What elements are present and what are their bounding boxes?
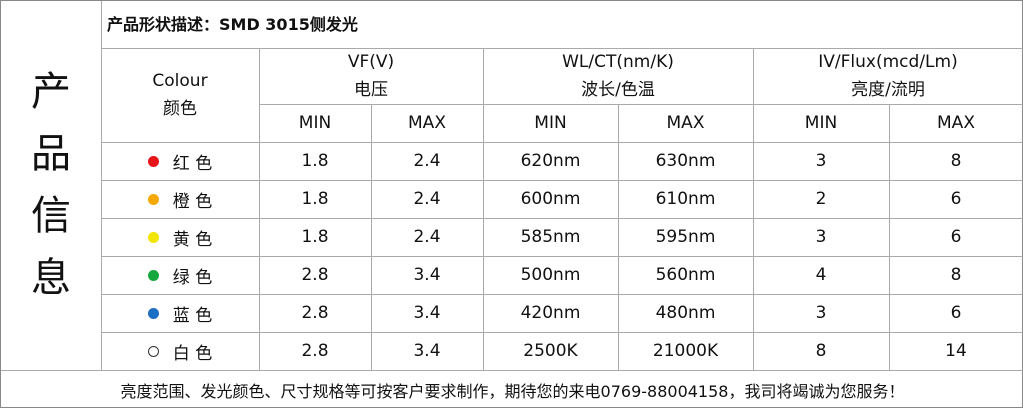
- subheader: MIN: [804, 113, 838, 133]
- data-cell: 2.8: [301, 341, 329, 361]
- colour-cell: 蓝 色: [101, 294, 259, 332]
- data-cell: 3.4: [413, 303, 441, 323]
- data-cell: 3.4: [413, 341, 441, 361]
- data-cell: 1.8: [301, 227, 329, 247]
- data-cell: 595nm: [655, 227, 716, 247]
- data-cell: 3: [815, 303, 827, 323]
- subheader: MAX: [408, 113, 446, 133]
- colour-cell: 黄 色: [101, 218, 259, 256]
- rule: [259, 48, 260, 370]
- data-cell: 6: [950, 227, 962, 247]
- rule: [1, 370, 1023, 371]
- data-cell: 630nm: [655, 151, 716, 171]
- data-cell: 3: [815, 227, 827, 247]
- data-cell: 3: [815, 151, 827, 171]
- data-cell: 420nm: [520, 303, 581, 323]
- data-cell: 8: [950, 265, 962, 285]
- colour-name: 红 色: [172, 153, 213, 174]
- data-cell: 480nm: [655, 303, 716, 323]
- column-header: Colour 颜色: [101, 48, 259, 142]
- data-cell: 610nm: [655, 189, 716, 209]
- rule: [101, 256, 1023, 257]
- rule: [371, 104, 372, 370]
- column-header: IV/Flux(mcd/Lm) 亮度/流明: [753, 48, 1023, 104]
- data-cell: 2: [815, 189, 827, 209]
- data-cell: 4: [815, 265, 827, 285]
- data-cell: 6: [950, 303, 962, 323]
- data-cell: 2.8: [301, 265, 329, 285]
- column-header: VF(V) 电压: [259, 48, 483, 104]
- rule: [101, 180, 1023, 181]
- rule: [101, 294, 1023, 295]
- colour-cell: 红 色: [101, 142, 259, 180]
- subheader: MIN: [298, 113, 332, 133]
- data-cell: 560nm: [655, 265, 716, 285]
- header-zh: 颜色: [163, 99, 197, 119]
- title: 产品形状描述：SMD 3015侧发光: [107, 15, 358, 34]
- data-cell: 620nm: [520, 151, 581, 171]
- rule: [618, 104, 619, 370]
- data-cell: 2.4: [413, 189, 441, 209]
- header-zh: 亮度/流明: [851, 80, 925, 100]
- data-cell: 2.4: [413, 227, 441, 247]
- rule: [259, 104, 1023, 105]
- colour-name: 白 色: [172, 343, 213, 364]
- rule: [101, 1, 102, 370]
- colour-name: 蓝 色: [172, 305, 213, 326]
- data-cell: 14: [945, 341, 967, 361]
- colour-cell: 橙 色: [101, 180, 259, 218]
- rule: [101, 332, 1023, 333]
- header-en: VF(V): [347, 52, 395, 72]
- rule: [889, 104, 890, 370]
- data-cell: 8: [815, 341, 827, 361]
- colour-dot: [147, 231, 159, 243]
- colour-dot: [147, 345, 159, 357]
- colour-dot: [147, 155, 159, 167]
- header-en: Colour: [152, 71, 208, 91]
- colour-dot: [147, 269, 159, 281]
- header-en: IV/Flux(mcd/Lm): [818, 52, 958, 72]
- subheader: MAX: [666, 113, 705, 133]
- rule: [101, 48, 1023, 49]
- data-cell: 500nm: [520, 265, 581, 285]
- data-cell: 1.8: [301, 189, 329, 209]
- data-cell: 8: [950, 151, 962, 171]
- data-cell: 1.8: [301, 151, 329, 171]
- colour-cell: 绿 色: [101, 256, 259, 294]
- data-cell: 21000K: [652, 341, 719, 361]
- rule: [753, 48, 754, 370]
- data-cell: 3.4: [413, 265, 441, 285]
- colour-name: 黄 色: [172, 229, 213, 250]
- header-zh: 电压: [354, 80, 388, 100]
- colour-name: 绿 色: [172, 267, 213, 288]
- side-label: 产品信息: [31, 69, 71, 301]
- data-cell: 600nm: [520, 189, 581, 209]
- colour-dot: [147, 307, 159, 319]
- data-cell: 6: [950, 189, 962, 209]
- colour-cell: 白 色: [101, 332, 259, 370]
- subheader: MAX: [937, 113, 975, 133]
- data-cell: 585nm: [520, 227, 581, 247]
- header-en: WL/CT(nm/K): [562, 52, 674, 72]
- footer: 亮度范围、发光颜色、尺寸规格等可按客户要求制作，期待您的来电0769-88004…: [120, 381, 905, 401]
- rule: [101, 218, 1023, 219]
- data-cell: 2500K: [523, 341, 578, 361]
- colour-dot: [147, 193, 159, 205]
- rule: [101, 142, 1023, 143]
- data-cell: 2.4: [413, 151, 441, 171]
- data-cell: 2.8: [301, 303, 329, 323]
- subheader: MIN: [534, 113, 567, 133]
- header-zh: 波长/色温: [581, 80, 655, 100]
- column-header: WL/CT(nm/K) 波长/色温: [483, 48, 753, 104]
- colour-name: 橙 色: [172, 191, 213, 212]
- rule: [483, 48, 484, 370]
